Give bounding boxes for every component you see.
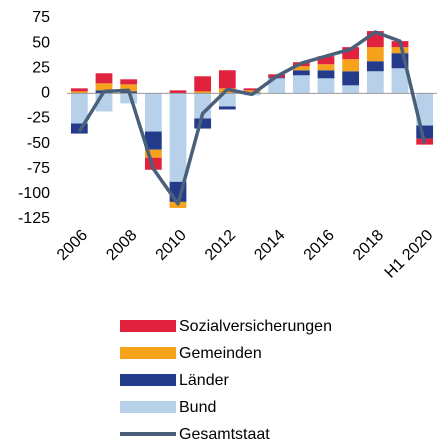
bar-segment <box>366 61 384 72</box>
bar-segment <box>416 93 434 126</box>
bar-segment <box>169 90 187 94</box>
y-tick-label: 0 <box>41 85 50 102</box>
y-tick-label: 25 <box>32 59 50 76</box>
bar-segment <box>70 93 88 124</box>
legend-swatch <box>120 347 176 359</box>
line-series <box>77 30 427 206</box>
bar-segment <box>144 131 162 150</box>
bar-segment <box>194 76 212 92</box>
bar-segment <box>70 88 88 92</box>
bar-segment <box>317 70 335 79</box>
bar-segment <box>391 47 409 54</box>
x-tick-label: 2010 <box>153 227 190 264</box>
legend-label: Gesamtstaat <box>179 426 270 443</box>
bar-segment <box>292 70 310 76</box>
legend-swatch <box>120 320 176 332</box>
legend-swatch <box>120 401 176 413</box>
bar-segment <box>218 106 236 110</box>
bar-segment <box>95 83 113 91</box>
x-tick-label: 2016 <box>301 227 338 264</box>
legend-swatch <box>120 374 176 386</box>
bar-segment <box>243 88 261 91</box>
bar-segment <box>218 93 236 107</box>
y-tick-label: -125 <box>18 210 50 227</box>
bar-segment <box>120 84 138 92</box>
bar-segment <box>317 64 335 71</box>
x-tick-label: H1 2020 <box>382 227 437 282</box>
y-tick-label: -50 <box>27 135 50 152</box>
y-tick-label: -100 <box>18 185 50 202</box>
bar-segment <box>366 71 384 94</box>
bar-segment <box>194 91 212 94</box>
bar-segment <box>317 78 335 94</box>
legend-label: Sozialversicherungen <box>179 318 332 335</box>
bar-segment <box>70 91 88 94</box>
legend-label: Bund <box>179 399 216 416</box>
bar-segment <box>120 79 138 85</box>
bar-segment <box>120 93 138 104</box>
y-tick-label: -75 <box>27 160 50 177</box>
x-tick-label: 2012 <box>202 227 239 264</box>
bar-segment <box>292 75 310 94</box>
legend-label: Länder <box>179 372 229 389</box>
x-tick-label: 2018 <box>350 227 387 264</box>
bar-segment <box>317 56 335 65</box>
bar-segment <box>342 71 360 86</box>
y-tick-label: 75 <box>32 9 50 26</box>
bar-segment <box>169 93 187 182</box>
y-tick-label: -25 <box>27 110 50 127</box>
bar-segment <box>391 68 409 94</box>
bar-segment <box>218 70 236 89</box>
bar-segment <box>194 118 212 129</box>
bar-segment <box>194 93 212 119</box>
bar-segment <box>366 47 384 62</box>
bar-segment <box>292 66 310 71</box>
bar-segment <box>144 149 162 158</box>
bar-segment <box>243 90 261 93</box>
bar-segment <box>95 73 113 84</box>
x-tick-label: 2008 <box>103 227 140 264</box>
legend-label: Gemeinden <box>179 345 262 362</box>
bar-segment <box>342 59 360 72</box>
y-tick-label: 50 <box>32 34 50 51</box>
x-tick-label: 2006 <box>54 227 91 264</box>
x-tick-label: 2014 <box>251 227 288 264</box>
bar-segment <box>144 93 162 132</box>
bar-segment <box>342 85 360 94</box>
bar-segment <box>268 78 286 94</box>
